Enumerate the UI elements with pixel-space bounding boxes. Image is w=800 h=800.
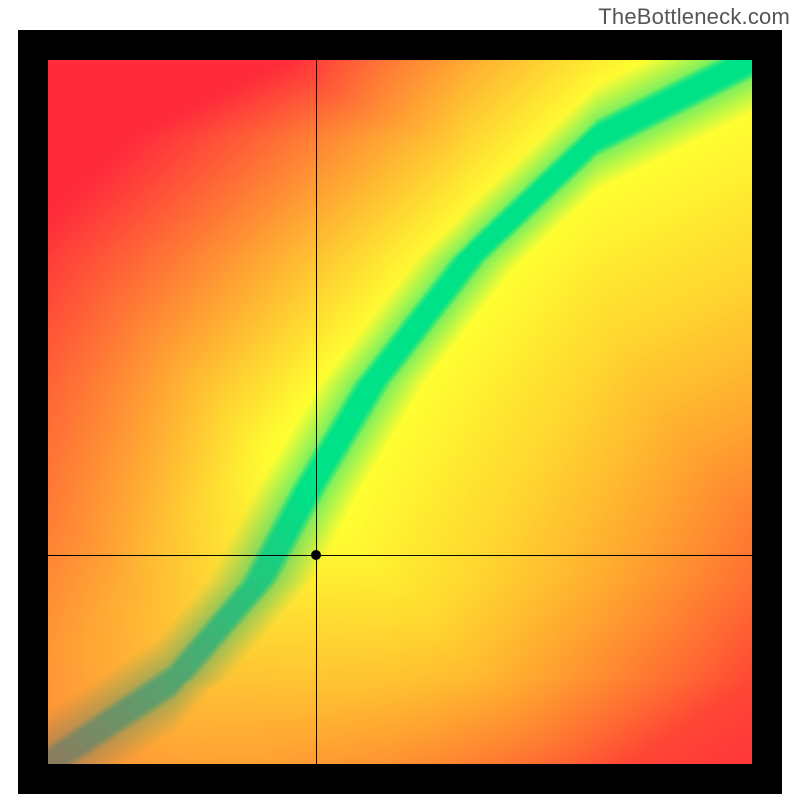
heatmap-canvas <box>48 60 752 764</box>
watermark-text: TheBottleneck.com <box>598 4 790 30</box>
chart-container: TheBottleneck.com <box>0 0 800 800</box>
